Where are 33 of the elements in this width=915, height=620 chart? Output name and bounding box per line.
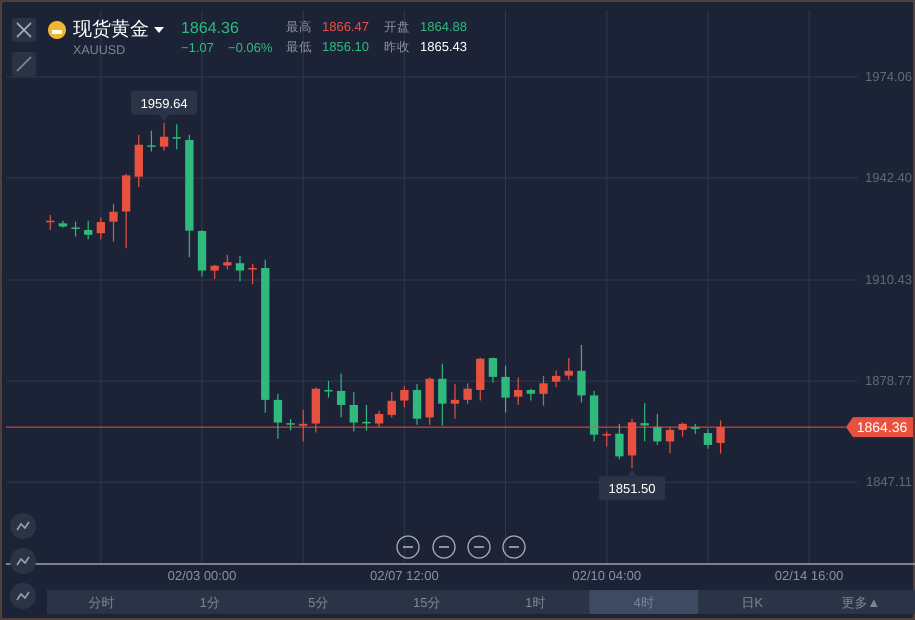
annotation: 最低 <box>286 40 312 54</box>
text: 5分 <box>308 595 328 610</box>
text: XAUUSD <box>73 43 126 57</box>
text: 现货黄金 <box>73 19 149 40</box>
x-tick-label: 02/14 16:00 <box>774 568 844 583</box>
x-tick-label: 02/10 04:00 <box>572 568 642 583</box>
y-tick-label: 1974.06 <box>865 68 912 84</box>
annotation: 1851.50 <box>608 481 656 496</box>
text: 1时 <box>525 595 546 610</box>
annotation: 昨收 <box>384 40 410 54</box>
x-tick-label: 02/07 12:00 <box>370 568 439 583</box>
annotation: 1864.88 <box>420 19 467 34</box>
text: 日K <box>741 595 764 610</box>
x-tick-label: 02/03 00:00 <box>168 568 236 583</box>
text: 15分 <box>413 595 440 610</box>
y-tick-label: 1910.43 <box>865 272 912 288</box>
annotation: 1866.47 <box>322 19 369 34</box>
annotation: 1856.10 <box>322 39 369 54</box>
y-tick-label: 1847.11 <box>866 474 912 490</box>
annotation: 最高 <box>286 19 312 34</box>
annotation: 1864.36 <box>181 20 239 37</box>
text: 1分 <box>200 595 220 610</box>
annotation: 开盘 <box>384 20 410 34</box>
annotation: −1.07 <box>181 40 214 55</box>
text: 更多▲ <box>841 595 880 610</box>
ref-line-label: 1864.36 <box>856 419 908 436</box>
y-tick-label: 1878.77 <box>865 373 912 388</box>
text: 4时 <box>634 595 654 610</box>
annotation: 1865.43 <box>420 39 467 54</box>
annotation: 1959.64 <box>140 96 188 111</box>
text: 分时 <box>88 595 114 610</box>
y-tick-label: 1942.40 <box>865 170 912 185</box>
annotation: −0.06% <box>228 40 273 55</box>
